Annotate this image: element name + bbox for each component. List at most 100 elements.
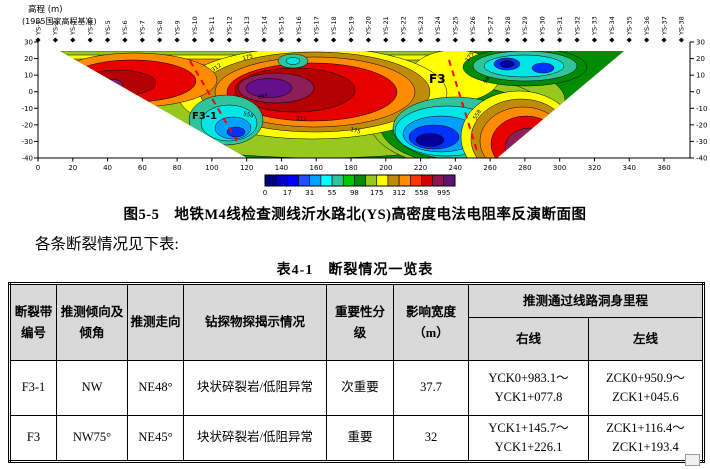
cell-left-chainage: ZCK0+950.9～ ZCK1+045.6 (587, 360, 705, 416)
svg-text:YS-2: YS-2 (52, 20, 60, 36)
svg-text:20: 20 (68, 164, 77, 172)
svg-text:-10: -10 (22, 105, 33, 113)
contour-value-labels: 312 175 995 558 312 175 175 98 558 (211, 51, 492, 136)
header-evidence: 钻探物探揭示情况 (183, 283, 327, 361)
svg-text:312: 312 (211, 63, 223, 74)
svg-text:YS-19: YS-19 (347, 16, 355, 36)
svg-text:320: 320 (588, 164, 601, 172)
x-axis-ticks: 0 20 40 60 80 100 120 140 160 180 200 220 240 260 280 3… (36, 158, 671, 172)
y-axis-datum: (1985国家高程基准) (22, 16, 97, 26)
svg-text:YS-6: YS-6 (121, 20, 129, 36)
svg-text:17: 17 (283, 189, 292, 197)
chainage-line: YCK1+145.7～ (488, 420, 569, 435)
svg-text:YS-13: YS-13 (243, 16, 251, 36)
svg-text:995: 995 (437, 189, 450, 197)
svg-text:-30: -30 (22, 138, 33, 146)
svg-text:YS-25: YS-25 (452, 16, 460, 36)
svg-text:360: 360 (657, 164, 670, 172)
svg-text:175: 175 (370, 189, 383, 197)
fault-annotations: F3-1 F3 (189, 59, 478, 152)
svg-text:160: 160 (310, 164, 323, 172)
axes (37, 42, 691, 159)
svg-text:558: 558 (242, 111, 254, 120)
cell-right-chainage: YCK0+983.1～ YCK1+077.8 (468, 360, 589, 416)
cell-dip: NW (56, 360, 128, 416)
svg-text:175: 175 (349, 127, 361, 136)
figure-caption: 图5-5 地铁M4线检查测线沂水路北(YS)高密度电法电阻率反演断面图 (123, 207, 587, 223)
cell-importance: 次重要 (326, 360, 394, 416)
svg-text:YS-27: YS-27 (486, 16, 494, 36)
svg-text:340: 340 (623, 164, 636, 172)
svg-text:YS-14: YS-14 (260, 16, 268, 36)
svg-text:-10: -10 (696, 105, 707, 113)
svg-text:-40: -40 (696, 154, 707, 162)
svg-text:YS-21: YS-21 (382, 16, 390, 36)
header-fault-no: 断裂带编号 (9, 283, 57, 361)
svg-text:YS-17: YS-17 (313, 16, 321, 36)
cell-evidence: 块状碎裂岩/低阻异常 (183, 360, 327, 416)
svg-text:YS-22: YS-22 (399, 16, 407, 36)
chainage-line: ZCK0+950.9～ (606, 370, 685, 385)
svg-text:0: 0 (263, 189, 267, 197)
svg-text:YS-33: YS-33 (591, 16, 599, 36)
cell-strike: NE48° (127, 360, 184, 416)
table-title: 表4-1 断裂情况一览表 (276, 263, 434, 278)
svg-text:F3: F3 (429, 72, 446, 86)
svg-text:0: 0 (29, 88, 33, 96)
resistivity-contours (60, 51, 624, 158)
chainage-line: YCK0+983.1～ (488, 370, 569, 385)
y-axis-ticks: 30 30 20 20 10 10 0 0 -10 -10 -20 -20 -30 -30 -40 -40 (22, 39, 708, 163)
header-width-label: 影响宽度 (405, 304, 456, 319)
station-markers: YS-1 YS-2 YS-3 YS-4 YS-5 YS-6 YS-7 YS-8 YS-9 YS-1… (34, 16, 686, 43)
svg-text:120: 120 (240, 164, 253, 172)
svg-text:100: 100 (205, 164, 218, 172)
svg-text:30: 30 (24, 39, 33, 47)
header-importance: 重要性分级 (326, 283, 394, 361)
svg-text:YS-8: YS-8 (156, 20, 164, 36)
fault-summary-table: 断裂带编号 推测倾向及倾角 推测走向 钻探物探揭示情况 重要性分级 影响宽度 （… (8, 282, 706, 463)
cell-evidence: 块状碎裂岩/低阻异常 (183, 415, 327, 462)
svg-text:-40: -40 (22, 154, 33, 162)
svg-text:F3-1: F3-1 (192, 111, 217, 122)
svg-text:558: 558 (473, 108, 484, 121)
svg-text:YS-29: YS-29 (521, 16, 529, 36)
svg-text:YS-4: YS-4 (86, 20, 94, 36)
svg-text:YS-3: YS-3 (69, 20, 77, 36)
svg-text:YS-28: YS-28 (504, 16, 512, 36)
cell-dip: NW75° (56, 415, 128, 462)
svg-text:YS-31: YS-31 (556, 16, 564, 36)
header-right-line: 右线 (468, 317, 589, 361)
cell-fault-id: F3 (9, 415, 57, 462)
cell-width: 32 (393, 415, 469, 462)
svg-text:20: 20 (24, 55, 33, 63)
y-axis-title: 高程 (m) (28, 4, 63, 15)
svg-text:YS-1: YS-1 (34, 20, 42, 36)
table-row: F3-1 NW NE48° 块状碎裂岩/低阻异常 次重要 37.7 YCK0+9… (9, 360, 705, 416)
svg-text:140: 140 (275, 164, 288, 172)
table-resize-handle[interactable] (685, 454, 700, 466)
cell-fault-id: F3-1 (9, 360, 57, 416)
svg-text:180: 180 (344, 164, 357, 172)
cell-importance: 重要 (326, 415, 394, 462)
svg-text:10: 10 (696, 72, 705, 80)
chainage-line: YCK1+077.8 (494, 390, 563, 404)
svg-text:YS-10: YS-10 (191, 16, 199, 36)
chainage-line: ZCK1+045.6 (612, 390, 679, 404)
chainage-line: ZCK1+116.4～ (606, 420, 685, 435)
svg-text:260: 260 (483, 164, 496, 172)
header-chainage: 推测通过线路洞身里程 (467, 283, 705, 318)
svg-text:YS-36: YS-36 (643, 16, 651, 36)
svg-text:-20: -20 (696, 121, 707, 129)
resistivity-section-chart: 高程 (m) (1985国家高程基准) (22, 4, 708, 197)
svg-text:-30: -30 (696, 138, 707, 146)
svg-text:98: 98 (483, 76, 492, 86)
svg-text:98: 98 (350, 189, 359, 197)
svg-text:60: 60 (138, 164, 147, 172)
svg-text:YS-11: YS-11 (208, 16, 216, 36)
svg-text:240: 240 (449, 164, 462, 172)
svg-text:YS-35: YS-35 (626, 16, 634, 36)
svg-text:300: 300 (553, 164, 566, 172)
cell-right-chainage: YCK1+145.7～ YCK1+226.1 (468, 415, 589, 462)
svg-text:YS-37: YS-37 (660, 16, 668, 36)
